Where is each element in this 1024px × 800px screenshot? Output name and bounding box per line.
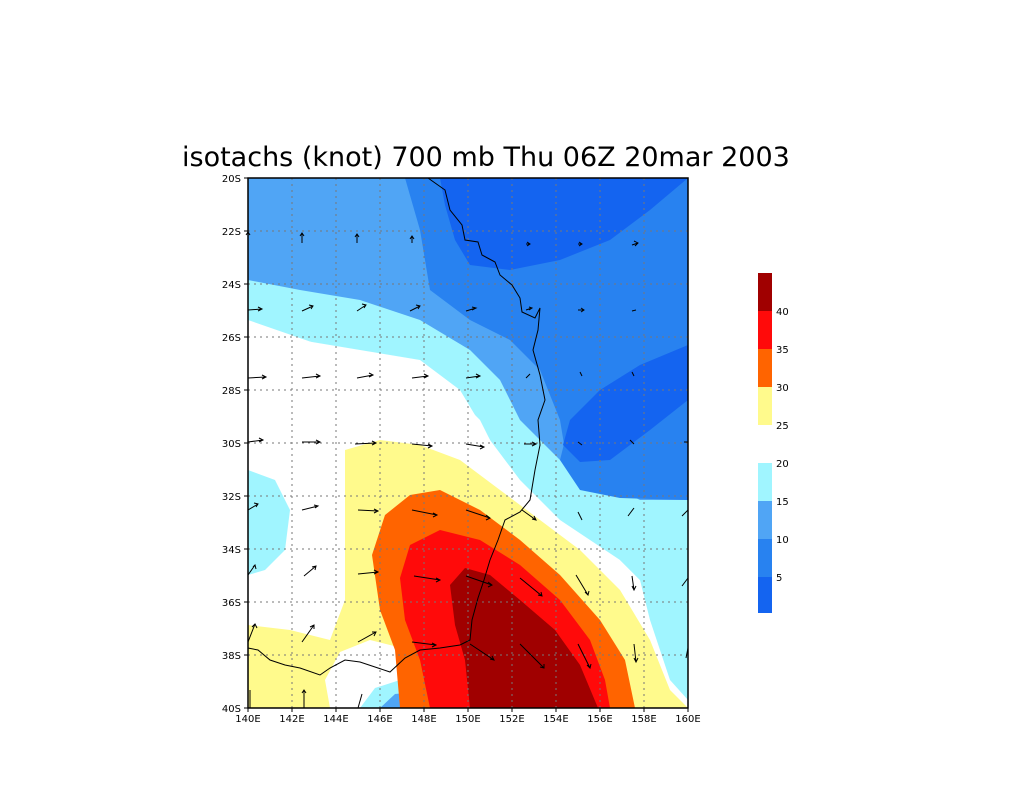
wind-vectors [245,231,689,709]
lon-tick-label: 158E [631,714,656,725]
lon-tick-label: 148E [411,714,436,725]
lon-tick-label: 144E [323,714,348,725]
colorbar-swatch-0-5 [758,577,772,613]
lat-tick-label: 26S [222,333,241,344]
lat-tick-label: 24S [222,280,241,291]
lat-tick-label: 22S [222,227,241,238]
lat-tick-label: 20S [222,174,241,185]
colorbar-swatch-25-30 [758,387,772,425]
lat-axis: 20S 22S 24S 26S 28S 30S 32S 34S 36S 38S … [222,174,248,715]
colorbar-swatch-20-25 [758,425,772,463]
colorbar-label: 20 [776,459,789,470]
lat-tick-label: 28S [222,386,241,397]
colorbar-swatch-10-15 [758,501,772,539]
lon-tick-label: 150E [455,714,480,725]
colorbar-swatch-30-35 [758,349,772,387]
colorbar-label: 30 [776,383,789,394]
lon-tick-label: 142E [279,714,304,725]
lat-lon-grid [248,178,688,708]
lon-tick-label: 160E [675,714,700,725]
lon-tick-label: 146E [367,714,392,725]
colorbar-label: 10 [776,535,789,546]
coastline [247,177,546,676]
colorbar-label: 35 [776,345,789,356]
lat-tick-label: 32S [222,492,241,503]
lon-tick-label: 152E [499,714,524,725]
lon-tick-label: 156E [587,714,612,725]
lat-tick-label: 30S [222,439,241,450]
map-title: isotachs (knot) 700 mb Thu 06Z 20mar 200… [182,142,790,173]
lat-tick-label: 36S [222,598,241,609]
lon-tick-label: 140E [235,714,260,725]
colorbar-label: 5 [776,573,782,584]
colorbar-swatch-5-10 [758,539,772,577]
colorbar-swatch-15-20 [758,463,772,501]
lat-tick-label: 34S [222,545,241,556]
colorbar-label: 40 [776,307,789,318]
colorbar-swatch-35-40 [758,311,772,349]
lon-axis: 140E 142E 144E 146E 148E 150E 152E 154E … [235,708,701,725]
colorbar-swatch-40plus [758,273,772,311]
lat-tick-label: 40S [222,704,241,715]
colorbar-label: 15 [776,497,789,508]
lat-tick-label: 38S [222,651,241,662]
colorbar-label: 25 [776,421,789,432]
lon-tick-label: 154E [543,714,568,725]
colorbar: 40 35 30 25 20 15 10 5 [758,273,789,613]
